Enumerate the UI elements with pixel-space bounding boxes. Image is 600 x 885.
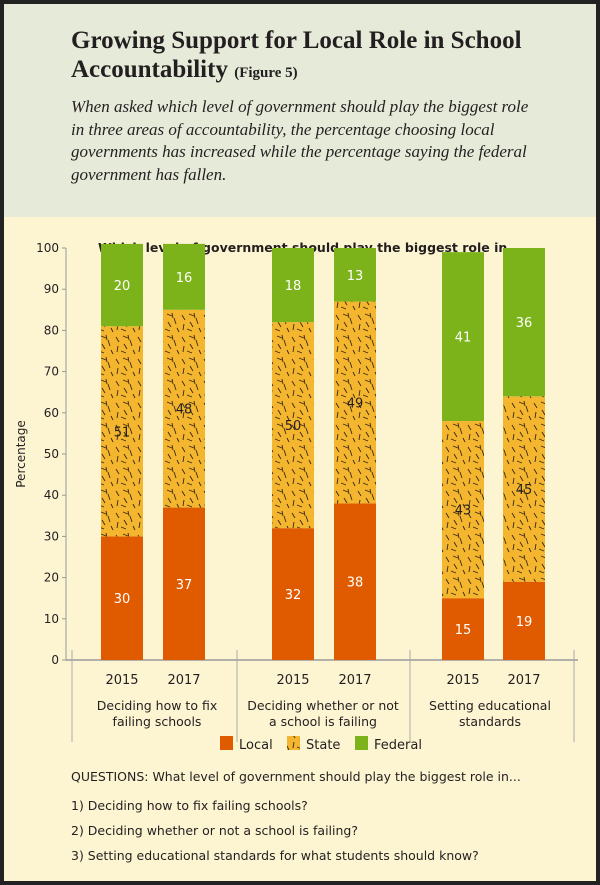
data-label: 37 [176,578,193,593]
x-tick-label: 2015 [105,673,138,688]
y-tick-label: 90 [44,282,59,296]
group-label: Deciding how to fix [97,698,217,713]
bar-segment-federal [101,243,143,327]
y-tick-label: 100 [36,241,59,255]
legend-swatch-federal [355,736,368,750]
y-tick-label: 20 [44,571,59,585]
header-panel: Growing Support for Local Role in School… [4,4,596,217]
bar-segment-federal [272,248,314,323]
group-label: standards [459,714,521,729]
y-tick-label: 60 [44,406,59,420]
legend-swatch-state [287,736,300,750]
question-item: 1) Deciding how to fix failing schools? [71,798,308,813]
x-tick-label: 2015 [276,673,309,688]
y-tick-label: 10 [44,612,59,626]
questions-intro: QUESTIONS: What level of government shou… [71,769,521,784]
x-tick-label: 2017 [338,673,371,688]
data-label: 38 [347,576,364,591]
bar-segment-state [334,301,376,504]
legend-label: Local [239,738,273,753]
questions: QUESTIONS: What level of government shou… [71,769,521,873]
y-tick-label: 70 [44,365,59,379]
title-text: Growing Support for Local Role in School… [71,27,522,83]
data-label: 13 [347,269,364,284]
data-label: 32 [285,588,302,603]
y-axis-label: Percentage [14,420,28,488]
bar-segment-federal [163,243,205,310]
data-label: 19 [516,615,533,630]
data-label: 45 [516,483,533,498]
y-tick-label: 40 [44,488,59,502]
group-label: Deciding whether or not [247,698,399,713]
data-label: 15 [455,623,472,638]
data-label: 16 [176,271,193,286]
bar-segment-local [503,581,545,660]
stacked-bar-chart: 0 10 20 30 40 50 60 70 80 90 100 Percentage 30 51 20 20… [14,241,578,753]
x-tick-label: 2017 [167,673,200,688]
group-label: a school is failing [269,714,377,729]
bar-segment-federal [334,248,376,302]
data-label: 51 [114,425,131,440]
figure-label: (Figure 5) [234,65,298,81]
legend-label: Federal [374,738,422,753]
question-item: 3) Setting educational standards for wha… [71,848,479,863]
data-label: 49 [347,397,364,412]
bar-segment-local [101,536,143,660]
question-item: 2) Deciding whether or not a school is f… [71,823,358,838]
bar-segment-state [163,309,205,508]
data-label: 48 [176,403,193,418]
group-label: failing schools [113,714,202,729]
legend-label: State [306,738,340,753]
bar-segment-local [272,528,314,660]
bar-segment-state [503,396,545,582]
data-label: 43 [455,504,472,519]
y-tick-label: 0 [51,653,59,667]
bar-segment-local [442,598,484,660]
bar-segment-federal [442,252,484,422]
data-label: 36 [516,316,533,331]
x-tick-label: 2015 [446,673,479,688]
bar-segment-federal [503,248,545,397]
y-tick-label: 50 [44,447,59,461]
bar-segment-state [101,326,143,537]
bar-segment-state [442,421,484,599]
x-tick-label: 2017 [507,673,540,688]
subtitle: When asked which level of government sho… [71,97,529,184]
data-label: 41 [455,331,472,346]
data-label: 20 [114,279,131,294]
bar-segment-local [163,507,205,660]
data-label: 50 [285,419,302,434]
data-label: 30 [114,592,131,607]
bar-segment-local [334,503,376,660]
page-title: Growing Support for Local Role in School… [71,26,541,88]
data-label: 18 [285,279,302,294]
y-tick-label: 80 [44,323,59,337]
bar-segment-state [272,322,314,529]
group-label: Setting educational [429,698,551,713]
legend-swatch-local [220,736,233,750]
figure-panel: Growing Support for Local Role in School… [4,4,596,881]
y-tick-label: 30 [44,529,59,543]
